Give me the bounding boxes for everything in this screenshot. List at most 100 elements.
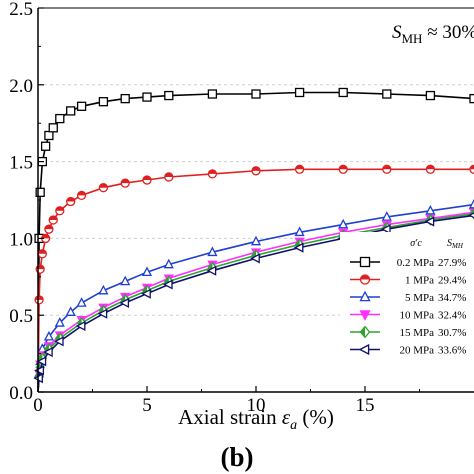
legend-marker-4-half [360, 326, 365, 338]
series-1-point-18-half [382, 165, 391, 170]
series-2-point-18 [468, 198, 474, 209]
series-1-point-9-half [77, 191, 86, 196]
series-2-point-12 [207, 246, 218, 257]
series-5-point-17 [468, 212, 474, 219]
series-0-point-19 [425, 90, 436, 101]
legend-header-sigma: σ′c [410, 238, 422, 249]
series-5-point-8 [119, 297, 130, 308]
legend-marker-0 [359, 256, 371, 268]
series-1-point-13 [164, 172, 174, 182]
legend-marker-1-half [360, 275, 370, 280]
legend-smh-0: 27.9% [438, 257, 466, 269]
legend-label-5: 20 MPa [399, 345, 434, 357]
legend: σ′c SMH 0.2 MPa 27.9% 1 MPa 29.4% 5 MPa 34.7%… [340, 232, 474, 360]
series-1-point-13-half [164, 172, 173, 177]
legend-smh-2: 34.7% [438, 292, 466, 304]
series-0-point-15 [251, 89, 261, 99]
series-5-point-13 [293, 242, 304, 253]
series-5-point-5 [54, 336, 64, 347]
series-5-point-11 [206, 265, 217, 276]
x-axis-title: Axial strain εa (%) [178, 405, 334, 433]
series-1-point-6 [48, 215, 58, 225]
legend-marker-1 [359, 274, 371, 285]
legend-item-2: 5 MPa 34.7% [350, 290, 466, 304]
series-5-point-3 [36, 356, 47, 367]
x-axis-title-prefix: Axial strain [178, 405, 282, 429]
series-5-point-9 [141, 288, 151, 299]
series-1-point-11-half [121, 179, 130, 184]
x-axis-title-sub: a [290, 418, 297, 433]
legend-smh-5: 33.6% [438, 345, 466, 357]
series-1-point-12-half [143, 176, 151, 181]
series-1-point-14-half [208, 169, 217, 174]
legend-marker-4 [359, 325, 371, 339]
series-1-point-3-half [38, 249, 47, 254]
series-0-point-7 [55, 113, 65, 124]
series-1-point-10 [98, 183, 109, 193]
y-tick-label-2: 1.0 [9, 229, 33, 250]
x-tick-label-1: 5 [142, 395, 152, 416]
series-5-point-12 [250, 253, 260, 264]
series-1-point-20 [469, 164, 474, 174]
legend-label-4: 15 MPa [399, 327, 434, 339]
series-0-point-4 [40, 141, 51, 151]
legend-marker-2 [359, 290, 371, 302]
legend-item-4: 15 MPa 30.7% [350, 325, 466, 339]
series-1-point-12 [142, 175, 152, 185]
legend-label-1: 1 MPa [405, 275, 434, 287]
series-2-point-9 [120, 275, 131, 286]
series-0-point-9 [76, 101, 87, 111]
legend-header-s-sub: MH [451, 242, 464, 250]
series-1-point-4 [40, 233, 51, 244]
series-1-point-17-half [339, 165, 348, 170]
series-1-point-17 [338, 164, 348, 174]
series-2-point-6 [65, 306, 76, 316]
series-0-point-8 [66, 106, 76, 116]
series-2-point-10 [141, 266, 153, 277]
series-0-point-11 [120, 93, 130, 104]
series-2-point-16 [381, 211, 392, 221]
series-1-point-4-half [41, 234, 50, 239]
axes: 0.0 0.5 1.0 1.5 2.0 2.5 0 5 10 15 [9, 0, 474, 416]
legend-item-3: 10 MPa 32.4% [350, 310, 466, 322]
legend-smh-3: 32.4% [438, 310, 466, 322]
series-1-point-15 [251, 166, 261, 176]
x-axis-title-symbol: ε [282, 405, 291, 429]
legend-smh-1: 29.4% [438, 275, 466, 287]
series-0 [34, 87, 474, 393]
series-1-point-16 [294, 164, 305, 174]
legend-marker-3 [359, 310, 371, 321]
series-1-point-8 [66, 196, 76, 207]
series-0-point-5 [44, 130, 54, 141]
legend-label-0: 0.2 MPa [397, 257, 434, 269]
legend-header-smh: SMH [447, 238, 464, 250]
series-1-point-5-half [44, 225, 53, 230]
series-1-point-10-half [99, 183, 108, 188]
y-tick-label-4: 2.0 [9, 76, 33, 97]
series-2-point-8 [98, 284, 109, 295]
series-1 [34, 164, 474, 393]
series-2-point-13 [250, 235, 262, 246]
legend-label-3: 10 MPa [399, 310, 434, 322]
series-2 [34, 198, 474, 393]
series-5-point-7 [97, 308, 108, 319]
y-tick-label-3: 1.5 [9, 153, 33, 174]
series-1-point-15-half [252, 166, 260, 171]
series-2-point-5 [54, 317, 65, 327]
series-0-point-20 [469, 93, 474, 104]
series-5-point-6 [75, 320, 86, 332]
series-1-point-9 [76, 190, 87, 201]
series-1-point-14 [207, 169, 218, 179]
series-1-point-11 [120, 178, 130, 188]
series-1-point-6-half [49, 215, 58, 220]
series-2-point-11 [163, 258, 174, 269]
legend-item-5: 20 MPa 33.6% [350, 343, 466, 357]
series-2-point-14 [294, 226, 305, 237]
series-1-point-19-half [426, 165, 435, 170]
series-2-point-4 [43, 330, 54, 341]
series-2-point-15 [338, 218, 349, 229]
legend-marker-5 [358, 343, 370, 356]
legend-item-1: 1 MPa 29.4% [350, 274, 466, 287]
series-5-point-10 [163, 279, 173, 290]
